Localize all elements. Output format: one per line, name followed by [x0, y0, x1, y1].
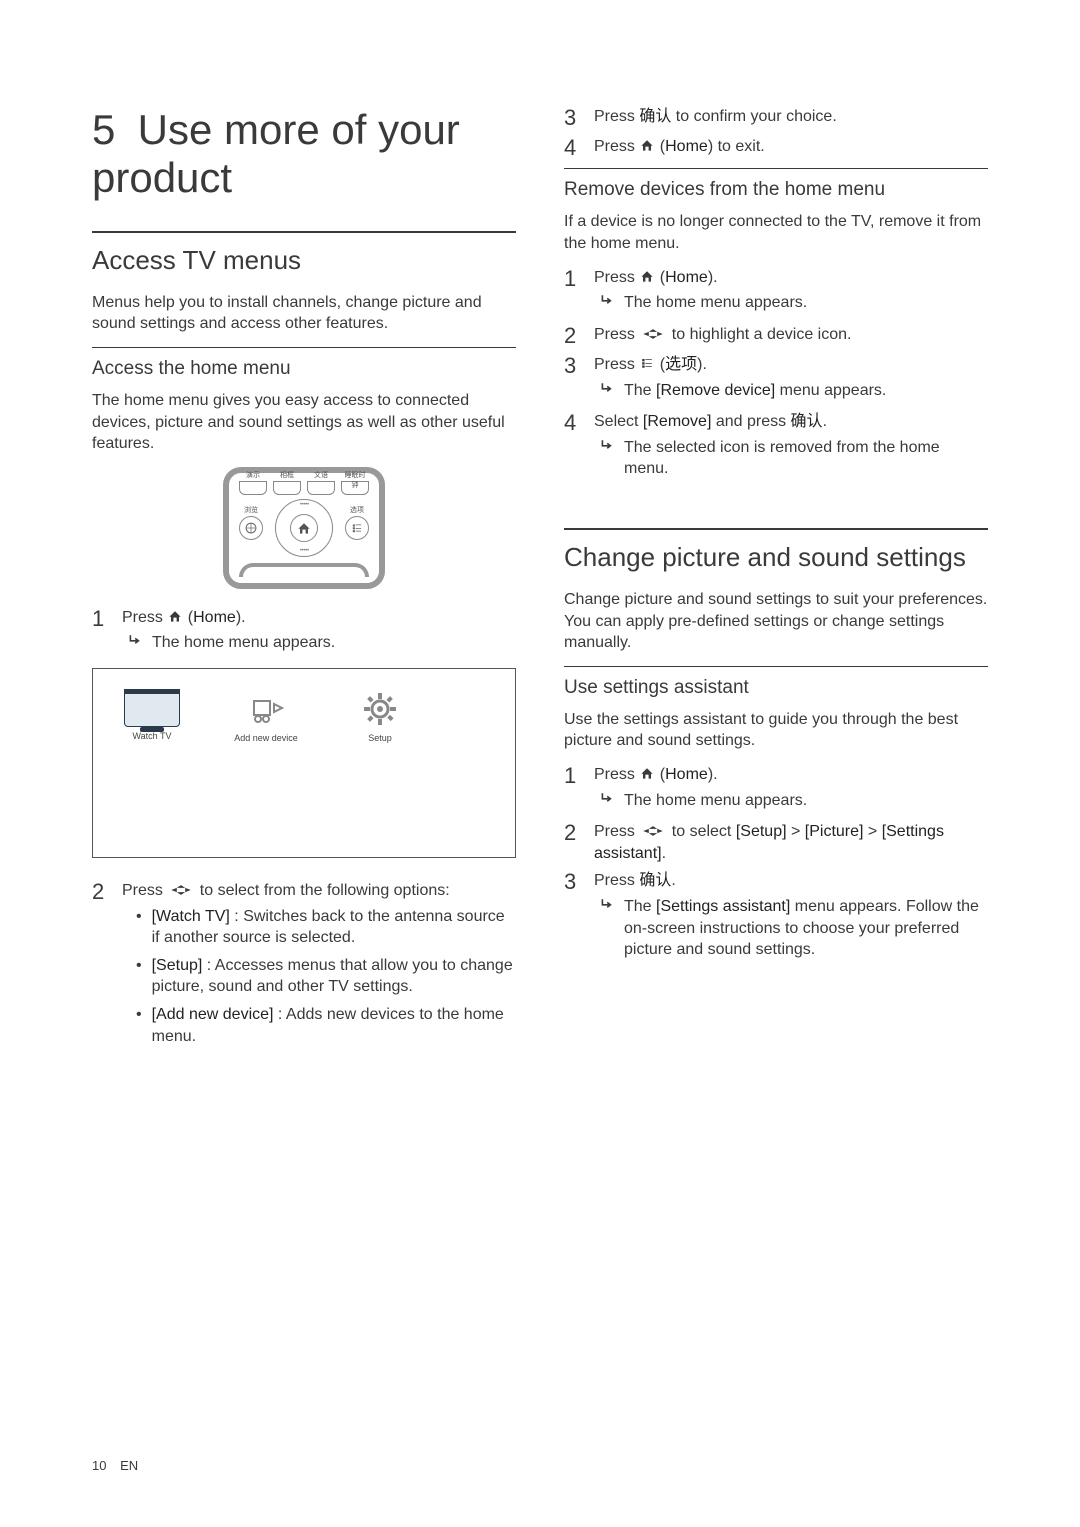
- intro-settings-assistant: Use the settings assistant to guide you …: [564, 709, 988, 752]
- rule: [564, 168, 988, 169]
- result: The selected icon is removed from the ho…: [600, 437, 988, 480]
- remote-top-key: [273, 481, 301, 495]
- remote-nav-ring: • • • • • • • • • •: [275, 499, 333, 557]
- step-1: 1 Press (Home). The home menu appears.: [92, 607, 516, 658]
- remove-step-4: 4 Select [Remove] and press 确认. The sele…: [564, 411, 988, 484]
- step-2: 2 Press to select from the following opt…: [92, 880, 516, 1053]
- result-arrow-icon: [128, 632, 144, 648]
- rule: [92, 347, 516, 348]
- result: The [Settings assistant] menu appears. F…: [600, 896, 988, 961]
- result-arrow-icon: [600, 790, 616, 806]
- page-number: 10: [92, 1458, 106, 1473]
- result: The home menu appears.: [128, 632, 516, 654]
- chapter-title-text: Use more of your product: [92, 106, 460, 201]
- home-icon: [639, 137, 655, 153]
- nav-arrows-icon: [639, 824, 667, 838]
- result-arrow-icon: [600, 292, 616, 308]
- intro-access-tv-menus: Menus help you to install channels, chan…: [92, 292, 516, 335]
- remove-step-2: 2 Press to highlight a device icon.: [564, 324, 988, 348]
- intro-change-settings: Change picture and sound settings to sui…: [564, 589, 988, 654]
- intro-remove-devices: If a device is no longer connected to th…: [564, 211, 988, 254]
- assist-step-2: 2 Press to select [Setup] > [Picture] > …: [564, 821, 988, 864]
- hm-item-watch-tv: Watch TV: [111, 689, 193, 743]
- remote-top-key: [341, 481, 369, 495]
- sub-settings-assistant: Use settings assistant: [564, 677, 988, 699]
- assist-step-3: 3 Press 确认. The [Settings assistant] men…: [564, 870, 988, 964]
- remote-illustration: • • • • • • • • • •: [92, 467, 516, 589]
- nav-arrows-icon: [639, 327, 667, 341]
- home-icon: [167, 608, 183, 624]
- home-icon: [639, 765, 655, 781]
- option-add-device: [Add new device] : Adds new devices to t…: [136, 1004, 516, 1047]
- remote-home-button: [290, 514, 318, 542]
- remote-top-key: [239, 481, 267, 495]
- nav-arrows-icon: [167, 883, 195, 897]
- page-lang: EN: [120, 1458, 138, 1473]
- page-footer: 10 EN: [92, 1458, 138, 1473]
- step-3: 3 Press 确认 to confirm your choice.: [564, 106, 988, 130]
- option-watch-tv: [Watch TV] : Switches back to the antenn…: [136, 906, 516, 949]
- result-arrow-icon: [600, 437, 616, 453]
- section-access-tv-menus: Access TV menus: [92, 245, 516, 276]
- hm-item-setup: Setup: [339, 689, 421, 743]
- result: The home menu appears.: [600, 292, 988, 314]
- sub-remove-devices: Remove devices from the home menu: [564, 179, 988, 201]
- rule: [564, 528, 988, 530]
- chapter-title: 5 Use more of your product: [92, 106, 516, 203]
- remote-browse-button: [239, 516, 263, 540]
- section-change-settings: Change picture and sound settings: [564, 542, 988, 573]
- assist-step-1: 1 Press (Home). The home menu appears.: [564, 764, 988, 815]
- remove-step-1: 1 Press (Home). The home menu appears.: [564, 267, 988, 318]
- result: The [Remove device] menu appears.: [600, 380, 988, 402]
- home-menu-illustration: Watch TV Add new device Setup: [92, 668, 516, 858]
- sub-access-home-menu: Access the home menu: [92, 358, 516, 380]
- result: The home menu appears.: [600, 790, 988, 812]
- remove-step-3: 3 Press (选项). The [Remove device] menu a…: [564, 354, 988, 405]
- result-arrow-icon: [600, 380, 616, 396]
- result-arrow-icon: [600, 896, 616, 912]
- remote-top-key: [307, 481, 335, 495]
- intro-access-home-menu: The home menu gives you easy access to c…: [92, 390, 516, 455]
- options-icon: [639, 355, 655, 371]
- chapter-number: 5: [92, 106, 126, 154]
- rule: [92, 231, 516, 233]
- hm-item-add-device: Add new device: [225, 689, 307, 743]
- rule: [564, 666, 988, 667]
- step-4: 4 Press (Home) to exit.: [564, 136, 988, 160]
- remote-options-button: [345, 516, 369, 540]
- option-setup: [Setup] : Accesses menus that allow you …: [136, 955, 516, 998]
- home-icon: [639, 268, 655, 284]
